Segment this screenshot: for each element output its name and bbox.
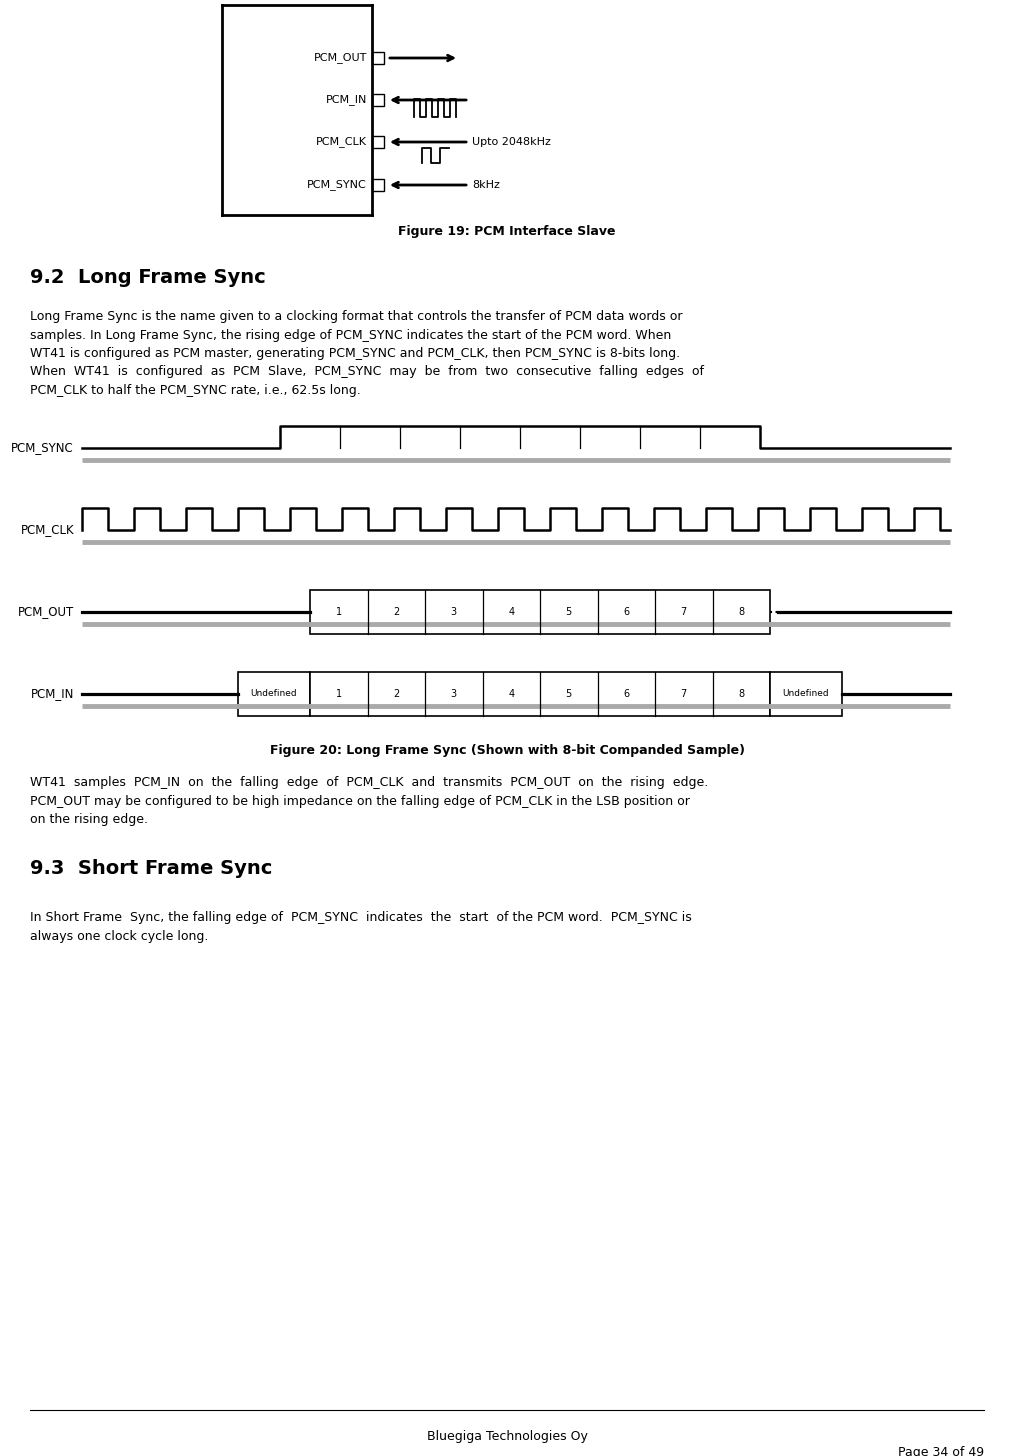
Bar [372, 52, 384, 64]
Text: In Short Frame  Sync, the falling edge of  PCM_SYNC  indicates  the  start  of t: In Short Frame Sync, the falling edge of… [30, 911, 692, 925]
Text: 6: 6 [624, 689, 630, 699]
Text: 4: 4 [508, 689, 514, 699]
Text: When  WT41  is  configured  as  PCM  Slave,  PCM_SYNC  may  be  from  two  conse: When WT41 is configured as PCM Slave, PC… [30, 365, 704, 379]
Text: PCM_OUT: PCM_OUT [18, 606, 74, 619]
Text: Undefined: Undefined [250, 690, 297, 699]
Text: Undefined: Undefined [783, 690, 829, 699]
Text: WT41 is configured as PCM master, generating PCM_SYNC and PCM_CLK, then PCM_SYNC: WT41 is configured as PCM master, genera… [30, 347, 680, 360]
Text: 4: 4 [508, 607, 514, 617]
Text: 8kHz: 8kHz [472, 181, 500, 189]
Text: Page 34 of 49: Page 34 of 49 [897, 1446, 984, 1456]
Text: PCM_CLK to half the PCM_SYNC rate, i.e., 62.5s long.: PCM_CLK to half the PCM_SYNC rate, i.e.,… [30, 384, 361, 397]
Text: on the rising edge.: on the rising edge. [30, 812, 148, 826]
Text: 9.3  Short Frame Sync: 9.3 Short Frame Sync [30, 859, 273, 878]
Text: 9.2  Long Frame Sync: 9.2 Long Frame Sync [30, 268, 266, 287]
Text: 1: 1 [336, 689, 342, 699]
Text: 2: 2 [393, 607, 400, 617]
Text: Figure 20: Long Frame Sync (Shown with 8-bit Companded Sample): Figure 20: Long Frame Sync (Shown with 8… [270, 744, 744, 757]
Text: 7: 7 [680, 689, 686, 699]
Text: PCM_CLK: PCM_CLK [316, 137, 367, 147]
Text: PCM_OUT: PCM_OUT [313, 52, 367, 64]
Text: PCM_OUT may be configured to be high impedance on the falling edge of PCM_CLK in: PCM_OUT may be configured to be high imp… [30, 795, 690, 808]
Text: Figure 19: PCM Interface Slave: Figure 19: PCM Interface Slave [399, 226, 615, 237]
Text: 5: 5 [566, 607, 572, 617]
Text: Bluegiga Technologies Oy: Bluegiga Technologies Oy [427, 1430, 587, 1443]
Text: Long Frame Sync is the name given to a clocking format that controls the transfe: Long Frame Sync is the name given to a c… [30, 310, 682, 323]
Text: Upto 2048kHz: Upto 2048kHz [472, 137, 551, 147]
Text: samples. In Long Frame Sync, the rising edge of PCM_SYNC indicates the start of : samples. In Long Frame Sync, the rising … [30, 329, 671, 342]
Bar [770, 673, 842, 716]
Text: PCM_SYNC: PCM_SYNC [11, 441, 74, 454]
Text: PCM_IN: PCM_IN [325, 95, 367, 105]
Text: 2: 2 [393, 689, 400, 699]
Bar [372, 95, 384, 106]
Text: 8: 8 [738, 689, 744, 699]
Text: 8: 8 [738, 607, 744, 617]
Text: 5: 5 [566, 689, 572, 699]
Text: 7: 7 [680, 607, 686, 617]
Text: PCM_IN: PCM_IN [30, 687, 74, 700]
Text: 3: 3 [450, 607, 457, 617]
Text: PCM_CLK: PCM_CLK [20, 524, 74, 536]
Text: 3: 3 [450, 689, 457, 699]
Text: always one clock cycle long.: always one clock cycle long. [30, 930, 208, 943]
Bar [372, 179, 384, 191]
Text: PCM_SYNC: PCM_SYNC [307, 179, 367, 191]
Text: WT41  samples  PCM_IN  on  the  falling  edge  of  PCM_CLK  and  transmits  PCM_: WT41 samples PCM_IN on the falling edge … [30, 776, 708, 789]
Bar [372, 135, 384, 149]
Text: 1: 1 [336, 607, 342, 617]
Bar [310, 590, 770, 633]
Bar [238, 673, 310, 716]
Text: 6: 6 [624, 607, 630, 617]
Bar [310, 673, 770, 716]
